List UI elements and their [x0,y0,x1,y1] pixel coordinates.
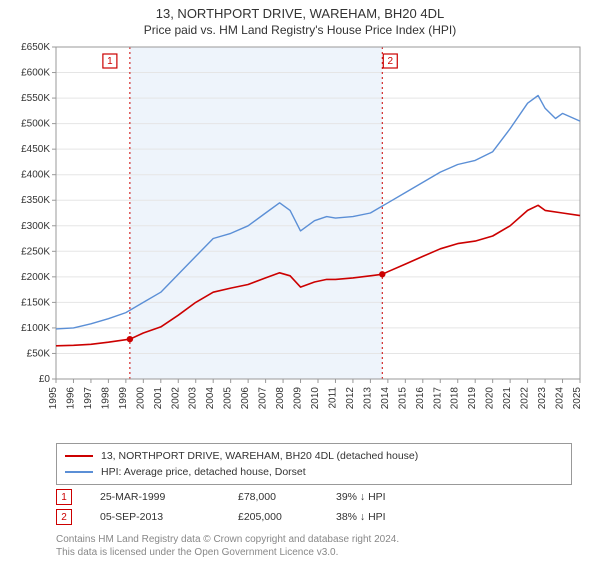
legend-swatch-1 [65,455,93,457]
svg-text:2001: 2001 [153,387,164,410]
chart-title: 13, NORTHPORT DRIVE, WAREHAM, BH20 4DL [0,6,600,21]
sale-marker: 1 [56,489,72,505]
svg-text:2011: 2011 [327,387,338,409]
legend-label-1: 13, NORTHPORT DRIVE, WAREHAM, BH20 4DL (… [101,448,418,464]
svg-text:£100K: £100K [21,323,50,334]
svg-text:£0: £0 [39,374,51,385]
svg-text:2: 2 [387,56,393,67]
sale-row: 1 25-MAR-1999 £78,000 39% ↓ HPI [56,489,572,505]
svg-text:2010: 2010 [310,387,321,410]
svg-text:£650K: £650K [21,42,50,53]
svg-text:£300K: £300K [21,221,50,232]
credit-line: This data is licensed under the Open Gov… [56,546,572,559]
svg-text:2017: 2017 [432,387,443,410]
svg-text:2005: 2005 [223,387,234,410]
svg-text:£550K: £550K [21,93,50,104]
svg-text:2013: 2013 [362,387,373,410]
svg-text:2014: 2014 [380,387,391,410]
sale-price: £205,000 [238,511,308,523]
svg-text:2024: 2024 [555,387,566,410]
svg-text:2021: 2021 [502,387,513,410]
svg-text:2002: 2002 [170,387,181,410]
legend-row: HPI: Average price, detached house, Dors… [65,464,563,480]
svg-text:1995: 1995 [48,387,59,410]
svg-text:1998: 1998 [100,387,111,410]
credit-line: Contains HM Land Registry data © Crown c… [56,533,572,546]
sale-price: £78,000 [238,491,308,503]
svg-text:2008: 2008 [275,387,286,410]
sale-date: 05-SEP-2013 [100,511,210,523]
sale-hpi: 38% ↓ HPI [336,511,386,523]
svg-text:1997: 1997 [83,387,94,410]
svg-text:2003: 2003 [188,387,199,410]
svg-text:2007: 2007 [258,387,269,410]
svg-text:2025: 2025 [572,387,583,410]
svg-text:1996: 1996 [65,387,76,410]
legend-swatch-2 [65,471,93,473]
sales-list: 1 25-MAR-1999 £78,000 39% ↓ HPI 2 05-SEP-2013… [0,489,600,525]
svg-text:£400K: £400K [21,170,50,181]
svg-text:1999: 1999 [118,387,129,410]
svg-text:2009: 2009 [293,387,304,410]
credits: Contains HM Land Registry data © Crown c… [56,533,572,559]
svg-text:2019: 2019 [467,387,478,410]
svg-text:£450K: £450K [21,144,50,155]
svg-text:£600K: £600K [21,68,50,79]
svg-text:£500K: £500K [21,119,50,130]
svg-text:£250K: £250K [21,246,50,257]
svg-text:2004: 2004 [205,387,216,410]
svg-text:2000: 2000 [135,387,146,410]
sale-row: 2 05-SEP-2013 £205,000 38% ↓ HPI [56,509,572,525]
legend-label-2: HPI: Average price, detached house, Dors… [101,464,306,480]
legend: 13, NORTHPORT DRIVE, WAREHAM, BH20 4DL (… [56,443,572,485]
chart-subtitle: Price paid vs. HM Land Registry's House … [0,23,600,37]
chart-svg: £0 £50K £100K £150K £200K £250K £300K £350K £400… [0,37,600,437]
svg-text:2022: 2022 [520,387,531,410]
svg-text:£50K: £50K [27,348,51,359]
svg-text:2012: 2012 [345,387,356,410]
svg-text:£350K: £350K [21,195,50,206]
svg-text:2015: 2015 [397,387,408,410]
svg-text:2020: 2020 [485,387,496,410]
svg-text:2018: 2018 [450,387,461,410]
svg-text:2016: 2016 [415,387,426,410]
titles: 13, NORTHPORT DRIVE, WAREHAM, BH20 4DL P… [0,0,600,37]
chart: £0 £50K £100K £150K £200K £250K £300K £350K £400… [0,37,600,437]
sale-date: 25-MAR-1999 [100,491,210,503]
sale-hpi: 39% ↓ HPI [336,491,386,503]
sale-marker: 2 [56,509,72,525]
svg-text:1: 1 [107,56,113,67]
svg-text:2006: 2006 [240,387,251,410]
svg-text:2023: 2023 [537,387,548,410]
legend-row: 13, NORTHPORT DRIVE, WAREHAM, BH20 4DL (… [65,448,563,464]
svg-text:£200K: £200K [21,272,50,283]
svg-text:£150K: £150K [21,297,50,308]
chart-container: { "title": "13, NORTHPORT DRIVE, WAREHAM… [0,0,600,559]
